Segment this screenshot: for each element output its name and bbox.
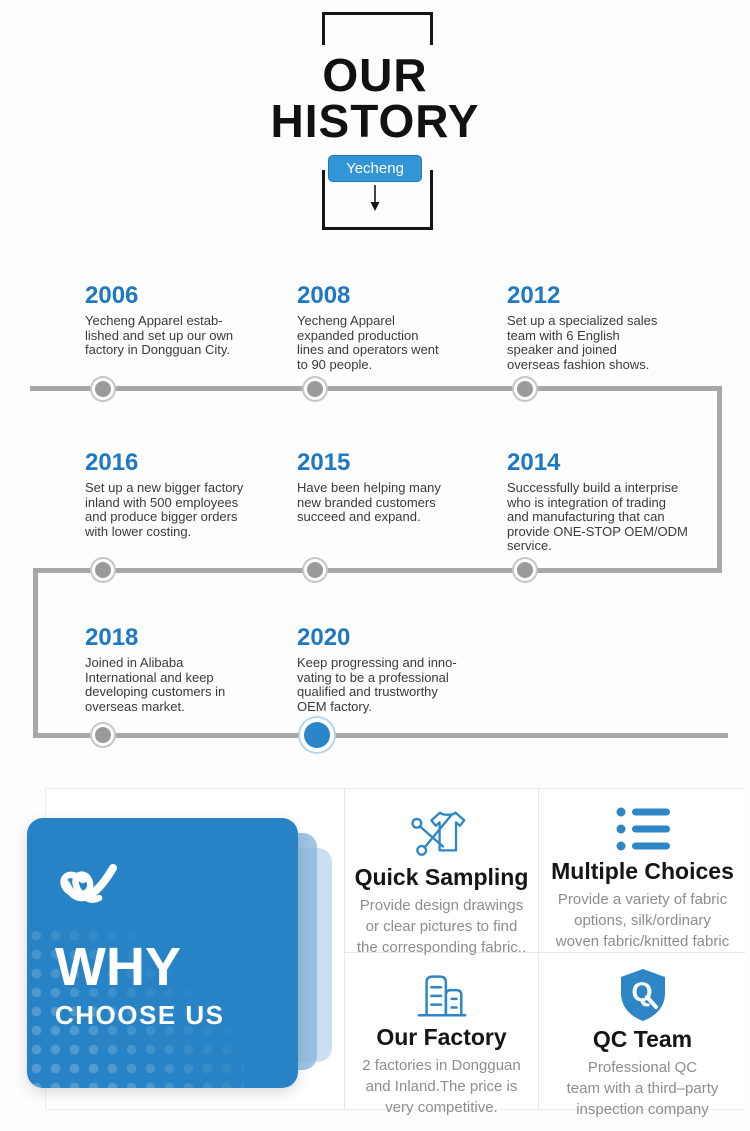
timeline-year: 2016 xyxy=(85,449,139,476)
yecheng-ribbon-logo-icon xyxy=(53,856,127,933)
yecheng-brand-button[interactable]: Yecheng xyxy=(328,155,422,182)
timeline-year: 2006 xyxy=(85,282,139,309)
feature-multiple-choices: Multiple Choices Provide a variety of fa… xyxy=(539,789,746,953)
factory-building-icon xyxy=(411,967,473,1021)
timeline-description: Have been helping many new branded custo… xyxy=(297,480,441,524)
feature-our-factory: Our Factory 2 factories in Dongguan and … xyxy=(345,953,539,1116)
bottom-bracket-decoration xyxy=(322,170,433,230)
timeline-year: 2015 xyxy=(297,449,351,476)
bullet-list-icon xyxy=(614,803,672,855)
timeline-line-row2 xyxy=(33,568,722,573)
qc-shield-icon: Q xyxy=(616,967,670,1023)
timeline-item-2014: 2014 Successfully build a interprise who… xyxy=(507,450,712,554)
timeline-year: 2012 xyxy=(507,282,561,309)
timeline-line-right-vertical xyxy=(717,386,722,573)
scissors-shirt-icon xyxy=(410,803,473,861)
features-grid: Quick Sampling Provide design drawings o… xyxy=(344,789,746,1118)
timeline-description: Keep progressing and inno- vating to be … xyxy=(297,655,457,714)
timeline-dot-2020-active xyxy=(304,722,330,748)
timeline-year: 2008 xyxy=(297,282,351,309)
timeline-description: Yecheng Apparel estab- lished and set up… xyxy=(85,313,234,357)
timeline-description: Yecheng Apparel expanded production line… xyxy=(297,313,439,372)
timeline-dot-2008 xyxy=(307,381,323,397)
timeline-description: Joined in Alibaba International and keep… xyxy=(85,655,226,714)
feature-text: Provide a variety of fabric options, sil… xyxy=(555,891,730,950)
feature-quick-sampling: Quick Sampling Provide design drawings o… xyxy=(345,789,539,956)
timeline-item-2008: 2008 Yecheng Apparel expanded production… xyxy=(297,283,502,372)
timeline-line-row3 xyxy=(33,733,728,738)
timeline-line-left-vertical xyxy=(33,568,38,738)
timeline-description: Set up a specialized sales team with 6 E… xyxy=(507,313,658,372)
feature-qc-team: Q QC Team Professional QC team with a th… xyxy=(539,953,746,1118)
feature-text: 2 factories in Dongguan and Inland.The p… xyxy=(362,1057,521,1117)
timeline-item-2016: 2016 Set up a new bigger factory inland … xyxy=(85,450,290,539)
timeline-item-2015: 2015 Have been helping many new branded … xyxy=(297,450,502,525)
timeline-year: 2020 xyxy=(297,624,351,651)
feature-text: Professional QC team with a third–party … xyxy=(566,1059,719,1119)
timeline-dot-2012 xyxy=(517,381,533,397)
page-title-line2: HISTORY xyxy=(270,95,480,147)
why-card-title-line2: CHOOSE US xyxy=(55,1000,225,1030)
timeline-description: Successfully build a interprise who is i… xyxy=(507,480,688,553)
timeline-dot-2015 xyxy=(307,562,323,578)
why-card-title-line1: WHY xyxy=(55,937,181,997)
page-title-line1: OUR xyxy=(322,49,428,101)
timeline-dot-2006 xyxy=(95,381,111,397)
timeline-year: 2018 xyxy=(85,624,139,651)
timeline-description: Set up a new bigger factory inland with … xyxy=(85,480,244,539)
feature-title: Quick Sampling xyxy=(354,864,529,890)
timeline-dot-2016 xyxy=(95,562,111,578)
timeline-dot-2014 xyxy=(517,562,533,578)
feature-title: QC Team xyxy=(592,1026,693,1052)
top-bracket-decoration xyxy=(322,12,433,45)
timeline-item-2018: 2018 Joined in Alibaba International and… xyxy=(85,625,290,714)
why-choose-us-card: WHY CHOOSE US xyxy=(27,818,298,1088)
down-arrow-icon xyxy=(369,185,381,216)
timeline-line-row1 xyxy=(30,386,722,391)
timeline-dot-2018 xyxy=(95,727,111,743)
timeline-item-2012: 2012 Set up a specialized sales team wit… xyxy=(507,283,712,372)
feature-title: Multiple Choices xyxy=(551,857,734,884)
timeline-year: 2014 xyxy=(507,449,561,476)
feature-title: Our Factory xyxy=(376,1024,507,1050)
timeline-item-2006: 2006 Yecheng Apparel estab- lished and s… xyxy=(85,283,290,358)
timeline-item-2020: 2020 Keep progressing and inno- vating t… xyxy=(297,625,502,714)
feature-text: Provide design drawings or clear picture… xyxy=(356,897,527,957)
